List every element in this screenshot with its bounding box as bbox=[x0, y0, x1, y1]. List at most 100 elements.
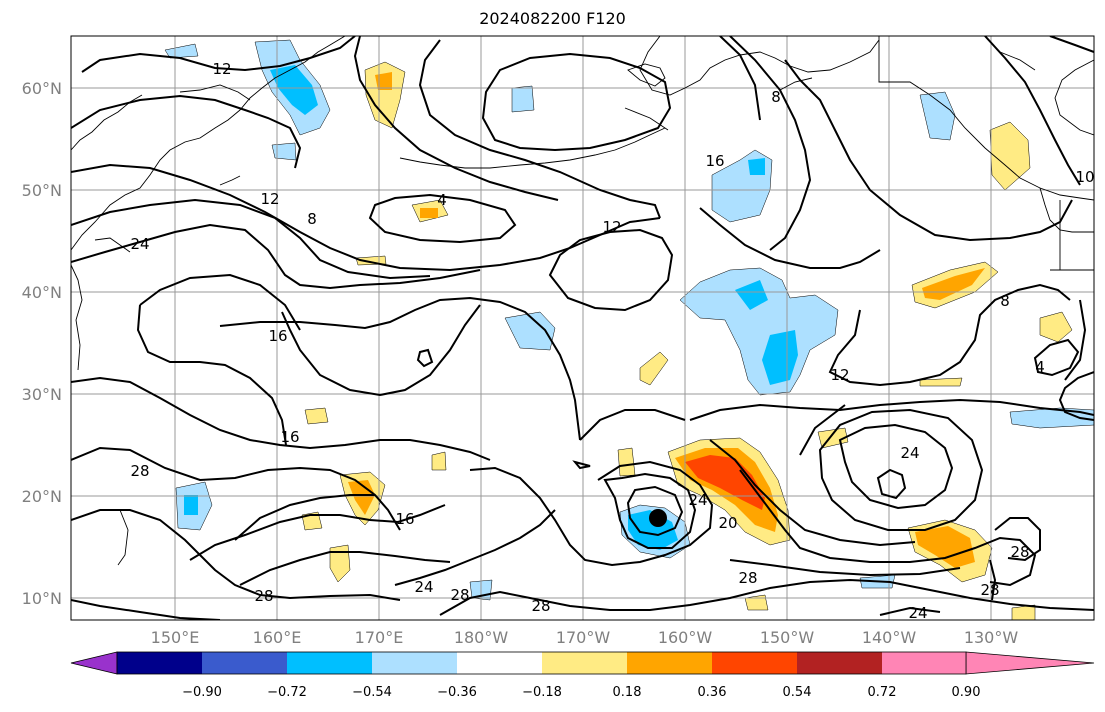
contour-label: 28 bbox=[738, 569, 757, 587]
contour-label: 16 bbox=[705, 152, 724, 170]
negative-region bbox=[504, 311, 556, 351]
lon-tick: 170°E bbox=[355, 628, 404, 647]
negative-region bbox=[511, 85, 535, 113]
colorbar-tick: 0.36 bbox=[698, 685, 727, 700]
positive-region bbox=[639, 351, 669, 386]
contour-label: 12 bbox=[602, 218, 621, 236]
contour-label: 28 bbox=[130, 462, 149, 480]
colorbar-segment bbox=[287, 652, 372, 674]
contour-label: 16 bbox=[268, 327, 287, 345]
contour-label: 12 bbox=[830, 366, 849, 384]
negative-region-core bbox=[735, 280, 768, 310]
colorbar-segment bbox=[202, 652, 287, 674]
contour-label: 24 bbox=[688, 491, 707, 509]
colorbar-tick: −0.36 bbox=[437, 685, 477, 700]
colorbar-tick: 0.18 bbox=[613, 685, 642, 700]
colorbar-tick: −0.54 bbox=[352, 685, 392, 700]
colorbar-extend-high bbox=[965, 651, 1095, 675]
contour-label: 12 bbox=[212, 60, 231, 78]
contour-label: 8 bbox=[771, 88, 781, 106]
lat-tick-labels: 60°N 50°N 40°N 30°N 20°N 10°N bbox=[22, 79, 62, 608]
positive-region-core bbox=[375, 72, 392, 90]
colorbar-tick: −0.18 bbox=[522, 685, 562, 700]
positive-region bbox=[744, 594, 769, 611]
contour-label: 28 bbox=[450, 586, 469, 604]
positive-region bbox=[617, 447, 636, 477]
colorbar-segment bbox=[117, 652, 202, 674]
colorbar-segment bbox=[457, 652, 542, 674]
negative-region bbox=[679, 267, 839, 396]
lon-tick: 160°E bbox=[253, 628, 302, 647]
colorbar-tick: −0.90 bbox=[182, 685, 222, 700]
colorbar: −0.90 −0.72 −0.54 −0.36 −0.18 0.18 0.36 … bbox=[70, 651, 1095, 700]
negative-region-core bbox=[762, 330, 798, 385]
negative-region bbox=[164, 43, 199, 59]
colorbar-segment bbox=[627, 652, 712, 674]
contours bbox=[71, 36, 1094, 620]
contour-label: 24 bbox=[908, 604, 927, 622]
positive-region bbox=[919, 377, 963, 387]
contour-label: 10 bbox=[1075, 168, 1094, 186]
contour-label: 24 bbox=[414, 578, 433, 596]
lon-tick: 160°W bbox=[658, 628, 713, 647]
storm-center-marker bbox=[649, 509, 667, 527]
contour-label: 24 bbox=[130, 235, 149, 253]
contour-label: 28 bbox=[1010, 543, 1029, 561]
colorbar-extend-low bbox=[70, 651, 118, 675]
colorbar-outline bbox=[116, 651, 967, 675]
contour-label: 24 bbox=[900, 444, 919, 462]
contour-label: 20 bbox=[718, 514, 737, 532]
lon-tick-labels: 150°E 160°E 170°E 180°W 170°W 160°W 150°… bbox=[151, 628, 1019, 647]
negative-region-core bbox=[184, 495, 198, 515]
colorbar-segment bbox=[712, 652, 797, 674]
positive-region bbox=[431, 451, 447, 471]
colorbar-tick: 0.90 bbox=[952, 685, 981, 700]
negative-region-core bbox=[270, 65, 318, 115]
colorbar-tick: 0.72 bbox=[868, 685, 897, 700]
colorbar-tick: −0.72 bbox=[267, 685, 307, 700]
lat-tick: 50°N bbox=[22, 181, 62, 200]
contour-label: 28 bbox=[980, 581, 999, 599]
contour-label: 16 bbox=[280, 428, 299, 446]
colorbar-segment bbox=[372, 652, 457, 674]
lon-tick: 140°W bbox=[862, 628, 917, 647]
contour-label: 4 bbox=[1035, 358, 1045, 376]
colorbar-segment bbox=[797, 652, 882, 674]
lat-tick: 20°N bbox=[22, 487, 62, 506]
negative-region bbox=[1009, 407, 1094, 429]
lat-tick: 30°N bbox=[22, 385, 62, 404]
gridlines bbox=[71, 36, 1094, 620]
positive-region bbox=[304, 407, 329, 425]
lon-tick: 170°W bbox=[556, 628, 611, 647]
positive-region bbox=[329, 544, 351, 583]
positive-region-core bbox=[915, 526, 975, 568]
lat-tick: 40°N bbox=[22, 283, 62, 302]
lon-tick: 130°W bbox=[964, 628, 1019, 647]
lon-tick: 180°W bbox=[454, 628, 509, 647]
coastlines bbox=[71, 36, 1094, 566]
contour-label: 8 bbox=[307, 210, 317, 228]
contour-label: 4 bbox=[437, 191, 447, 209]
contour-labels: 12 8 16 12 8 24 4 12 16 8 4 16 12 24 28 … bbox=[130, 60, 1094, 622]
negative-region-core bbox=[748, 158, 765, 175]
shaded-anomalies bbox=[164, 39, 1094, 620]
contour-label: 28 bbox=[531, 597, 550, 615]
lon-tick: 150°E bbox=[151, 628, 200, 647]
negative-region bbox=[271, 142, 297, 161]
colorbar-tick: 0.54 bbox=[783, 685, 812, 700]
map-title: 2024082200 F120 bbox=[479, 9, 626, 28]
positive-region bbox=[989, 121, 1031, 191]
lon-tick: 150°W bbox=[760, 628, 815, 647]
colorbar-segment bbox=[882, 652, 966, 674]
lat-tick: 60°N bbox=[22, 79, 62, 98]
map-frame bbox=[70, 35, 1095, 621]
lat-tick: 10°N bbox=[22, 589, 62, 608]
contour-label: 8 bbox=[1000, 292, 1010, 310]
positive-region-core bbox=[420, 208, 438, 218]
positive-region bbox=[1039, 311, 1073, 343]
contour-label: 16 bbox=[395, 510, 414, 528]
negative-region bbox=[919, 91, 956, 141]
contour-label: 12 bbox=[260, 190, 279, 208]
positive-region bbox=[364, 61, 406, 129]
